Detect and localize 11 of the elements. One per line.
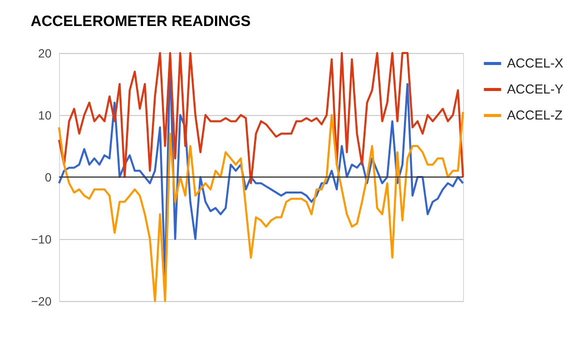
legend-label: ACCEL-X — [507, 56, 564, 70]
y-tick-label: −20 — [31, 294, 52, 308]
line-series — [58, 110, 464, 302]
y-tick-label: 10 — [38, 108, 52, 122]
legend-label: ACCEL-Z — [507, 108, 563, 122]
y-tick-label: −10 — [31, 232, 52, 246]
y-tick-label: 0 — [44, 170, 52, 184]
y-tick-label: 20 — [38, 46, 52, 60]
chart-title: ACCELEROMETER READINGS — [30, 13, 251, 30]
legend-label: ACCEL-Y — [507, 82, 564, 96]
line-series — [58, 52, 464, 184]
